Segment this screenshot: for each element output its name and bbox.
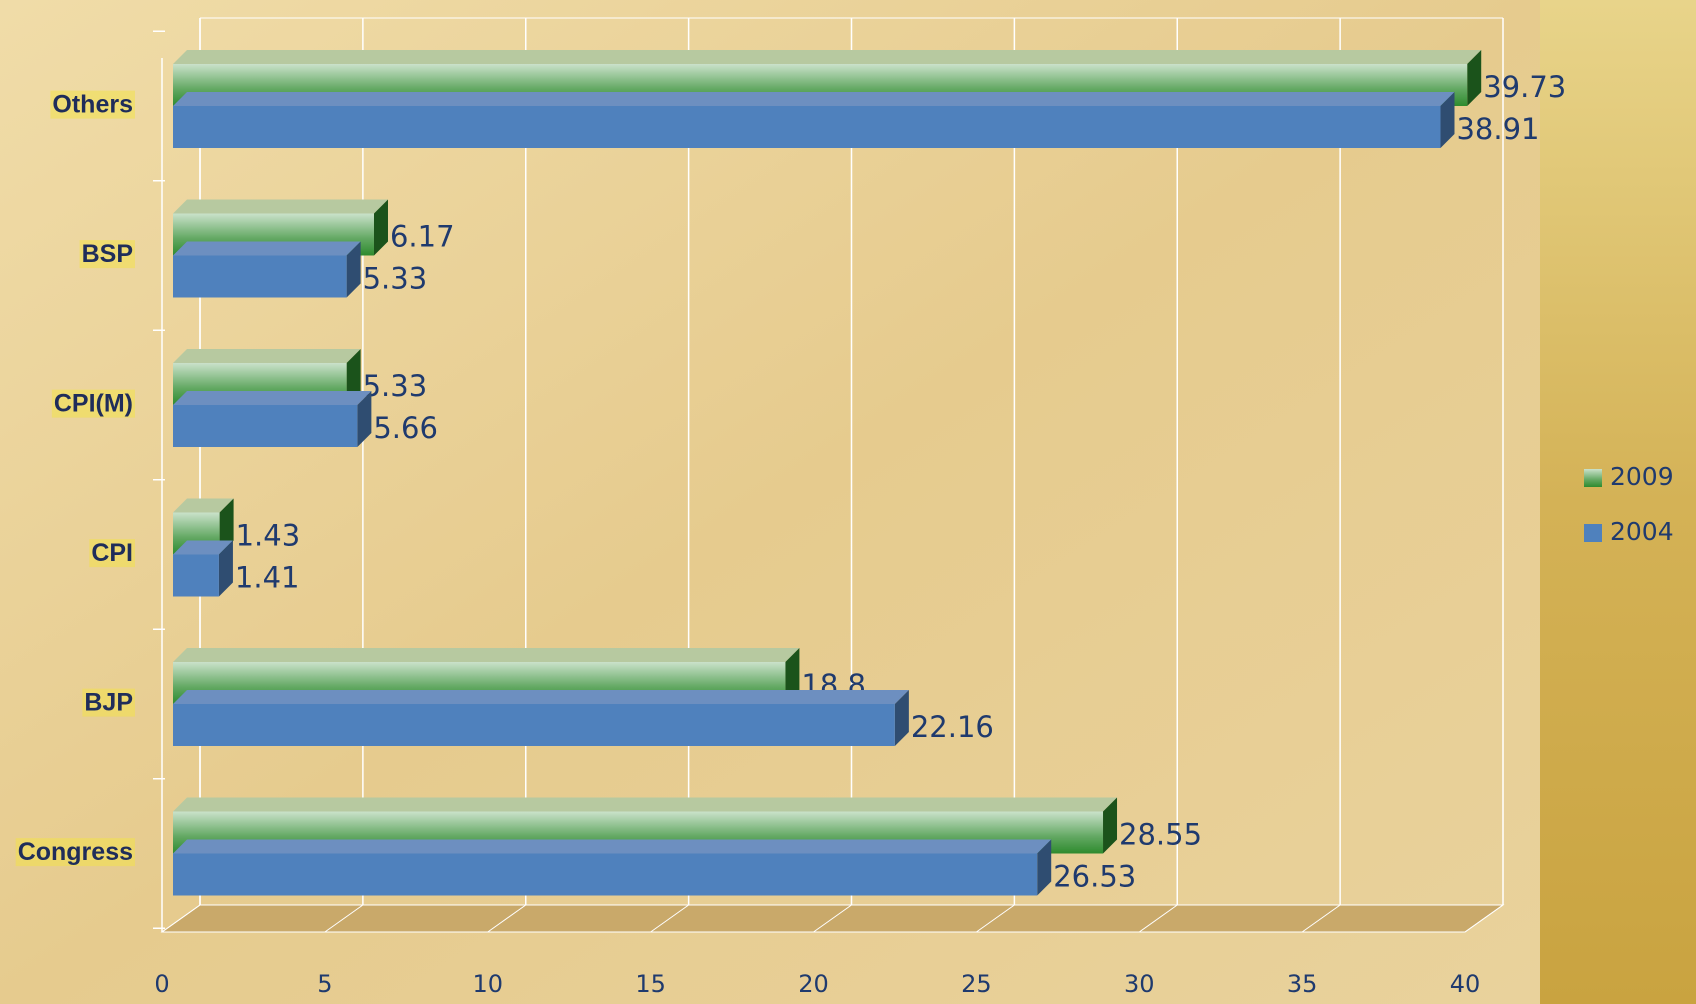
x-tick-label: 35 <box>1287 970 1318 998</box>
bar <box>173 853 1038 896</box>
floor-line <box>1464 904 1504 933</box>
floor-line <box>650 904 689 933</box>
bar-end <box>1467 50 1482 106</box>
bar-end <box>1440 92 1455 148</box>
data-label: 1.41 <box>235 561 300 595</box>
label-highlight <box>50 90 135 119</box>
data-label: 5.66 <box>373 411 438 445</box>
bar-end <box>1037 839 1052 896</box>
bar-top <box>173 241 361 256</box>
floor-line <box>1138 904 1178 933</box>
x-tick-label: 30 <box>1124 970 1155 998</box>
legend-label: 2009 <box>1610 462 1674 491</box>
y-tick-label: Others <box>52 91 133 119</box>
data-label: 22.16 <box>911 710 994 744</box>
label-highlight <box>82 688 135 717</box>
bar-top <box>173 839 1052 854</box>
bar-end <box>894 690 909 746</box>
y-tick-label: BSP <box>82 240 133 268</box>
floor-line <box>1301 904 1341 933</box>
data-label: 38.91 <box>1456 112 1539 146</box>
bar-top <box>173 92 1455 106</box>
legend-label: 2004 <box>1610 517 1674 546</box>
legend-swatch <box>1584 524 1602 542</box>
label-highlight <box>79 240 135 269</box>
bar-top <box>173 391 372 405</box>
data-label: 6.17 <box>390 220 455 254</box>
data-label: 1.43 <box>236 519 301 553</box>
data-label: 5.33 <box>363 262 428 296</box>
y-tick-label: CPI <box>91 539 133 567</box>
bar-top <box>173 349 361 363</box>
bar-top <box>173 690 909 704</box>
y-tick-label: CPI(M) <box>54 390 133 418</box>
bar-top <box>173 797 1118 812</box>
bar <box>173 704 895 746</box>
bar <box>173 106 1441 148</box>
data-label: 5.33 <box>363 369 428 403</box>
label-highlight <box>89 539 135 568</box>
bar-end <box>1103 797 1118 854</box>
bar <box>173 554 219 597</box>
bar-end <box>218 540 233 597</box>
floor-line <box>324 904 364 933</box>
data-label: 26.53 <box>1053 860 1136 894</box>
bar-end <box>373 199 388 256</box>
label-highlight <box>15 838 135 867</box>
y-tick-label: Congress <box>18 838 133 866</box>
bar-end <box>346 241 361 298</box>
bar-top <box>173 199 388 214</box>
x-tick-label: 25 <box>961 970 992 998</box>
x-tick-label: 0 <box>154 970 169 998</box>
bar-end <box>357 391 372 447</box>
x-tick-label: 15 <box>635 970 666 998</box>
data-label: 39.73 <box>1483 70 1566 104</box>
bar-top <box>173 540 233 555</box>
floor-line <box>976 904 1015 933</box>
legend-shine <box>1584 469 1602 487</box>
floor-line <box>813 904 852 933</box>
x-tick-label: 10 <box>472 970 503 998</box>
bar-top <box>173 50 1482 64</box>
y-tick-label: BJP <box>84 689 133 717</box>
floor-line <box>161 904 201 933</box>
bar <box>173 255 347 298</box>
bar <box>173 405 358 447</box>
floor-line <box>487 904 527 933</box>
bar-top <box>173 498 234 513</box>
label-highlight <box>51 389 135 418</box>
x-tick-label: 20 <box>798 970 829 998</box>
x-tick-label: 5 <box>317 970 332 998</box>
x-tick-label: 40 <box>1450 970 1481 998</box>
bar-top <box>173 648 800 662</box>
data-label: 28.55 <box>1119 818 1202 852</box>
